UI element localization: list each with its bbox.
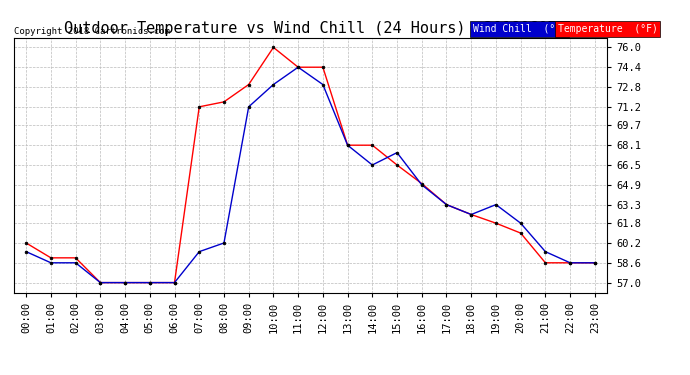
Text: Temperature  (°F): Temperature (°F) [558, 24, 658, 34]
Text: Copyright 2018 Cartronics.com: Copyright 2018 Cartronics.com [14, 27, 170, 36]
Text: Wind Chill  (°F): Wind Chill (°F) [473, 24, 566, 34]
Title: Outdoor Temperature vs Wind Chill (24 Hours)  20180607: Outdoor Temperature vs Wind Chill (24 Ho… [64, 21, 557, 36]
